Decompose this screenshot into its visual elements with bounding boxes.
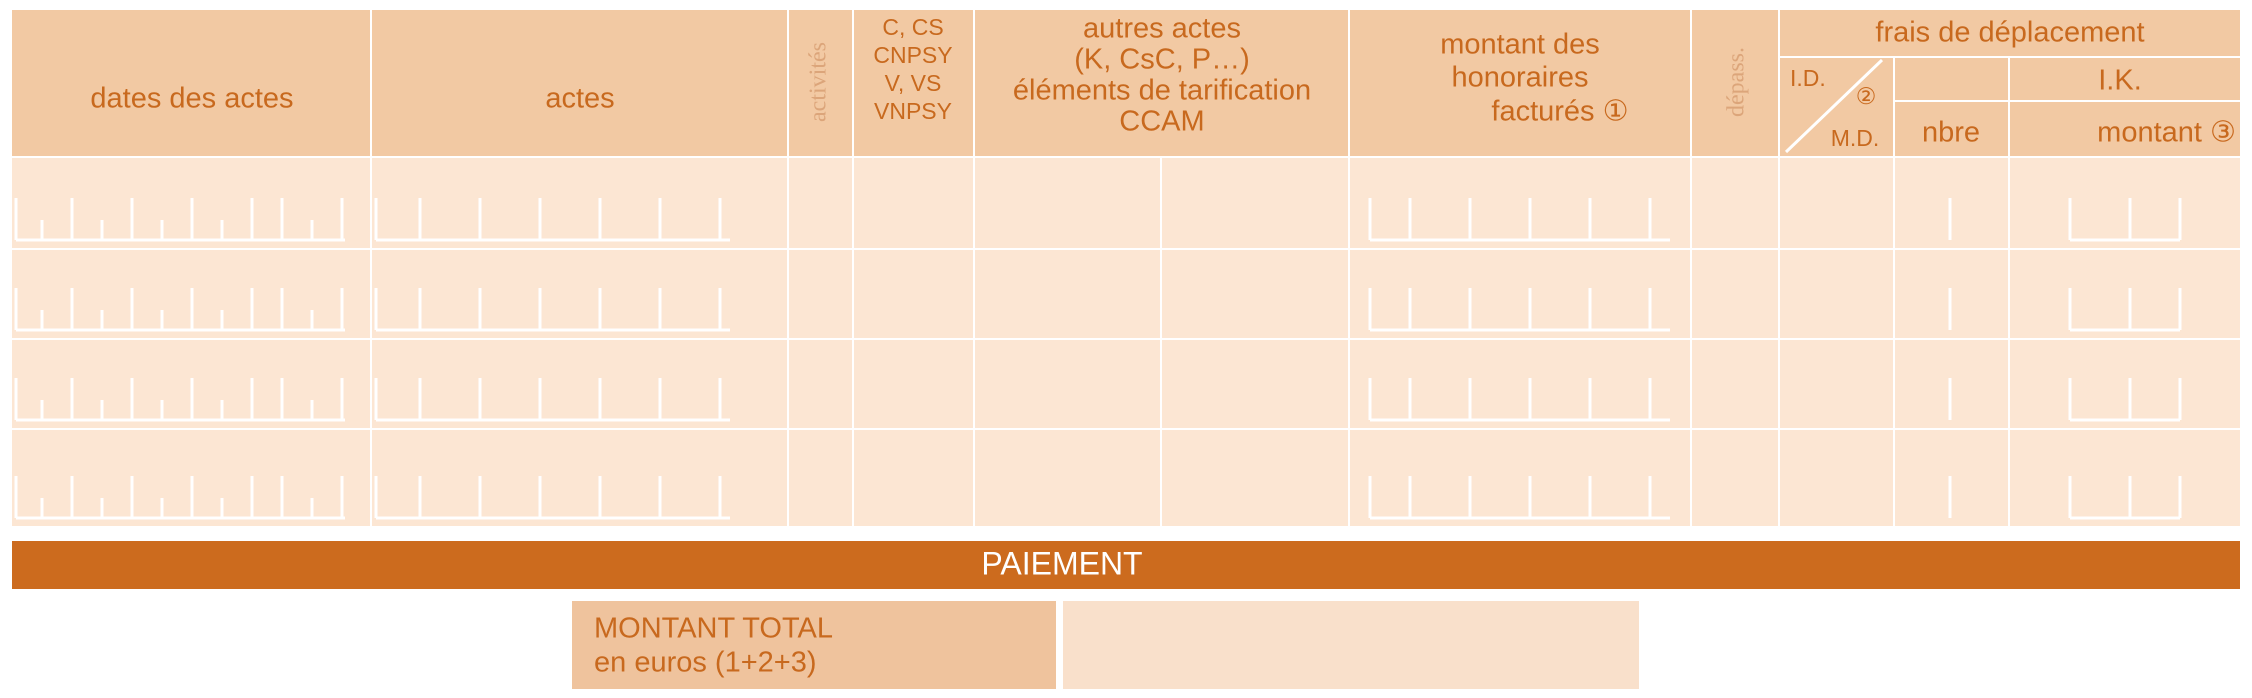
dates-header: dates des actes (90, 83, 293, 115)
entry-cell (854, 430, 973, 526)
header-cell (1350, 10, 1690, 156)
autres-header: (K, CsC, P…) (1074, 44, 1250, 76)
header-cell (1895, 102, 2008, 156)
entry-cell (2010, 158, 2240, 248)
entry-cell (1162, 158, 1348, 248)
header-cell (854, 10, 973, 156)
entry-cell (1350, 340, 1690, 428)
diagonal (1784, 58, 1884, 154)
entry-cell (372, 250, 787, 338)
header-cell (1780, 10, 2240, 56)
montant-header: honoraires (1451, 62, 1588, 94)
nbre-header: nbre (1922, 117, 1980, 149)
frais-header: frais de déplacement (1875, 17, 2144, 49)
id-header: I.D. (1790, 65, 1826, 91)
montant-header: facturés ① (1491, 96, 1628, 128)
entry-cell (854, 158, 973, 248)
entry-cell (2010, 250, 2240, 338)
ik-header: I.K. (2098, 65, 2142, 97)
entry-cell (975, 340, 1160, 428)
header-cell (2010, 58, 2240, 100)
entry-cell (1162, 250, 1348, 338)
total-label: en euros (1+2+3) (594, 647, 816, 679)
entry-cell (789, 430, 852, 526)
entry-cell (1692, 430, 1778, 526)
autres-header: CCAM (1119, 106, 1204, 138)
entry-cell (854, 250, 973, 338)
entry-cell (789, 340, 852, 428)
header-cell (1692, 10, 1778, 156)
ik-montant-header: montant ③ (2097, 117, 2236, 149)
autres-header: éléments de tarification (1013, 75, 1311, 107)
entry-cell (1162, 430, 1348, 526)
entry-cell (975, 250, 1160, 338)
total-amount-box (1063, 601, 1639, 689)
entry-cell (372, 430, 787, 526)
cells (12, 10, 2240, 526)
c-cs-header: CNPSY (873, 42, 952, 68)
entry-cell (2010, 340, 2240, 428)
entry-cell (1350, 430, 1690, 526)
entry-cell (1780, 340, 1893, 428)
header-cell (975, 10, 1348, 156)
entry-cell (372, 158, 787, 248)
entry-cell (975, 158, 1160, 248)
entry-cell (1780, 430, 1893, 526)
entry-cell (1350, 250, 1690, 338)
entry-cell (1350, 158, 1690, 248)
entry-cell (1692, 250, 1778, 338)
header-cell (372, 10, 787, 156)
c-cs-header: C, CS (882, 14, 943, 40)
entry-cell (1162, 340, 1348, 428)
entry-cell (854, 340, 973, 428)
autres-header: autres actes (1083, 13, 1241, 45)
header-cell (2010, 102, 2240, 156)
entry-cell (789, 158, 852, 248)
payment-bar (12, 541, 2240, 589)
entry-cell (1692, 158, 1778, 248)
entry-cell (372, 340, 787, 428)
header-cell (1895, 58, 2008, 100)
entry-cell (1780, 158, 1893, 248)
entry-cell (1780, 250, 1893, 338)
c-cs-header: V, VS (885, 70, 942, 96)
c-cs-header: VNPSY (874, 98, 952, 124)
header-cell (12, 10, 370, 156)
circle-note: ② (1856, 83, 1877, 109)
entry-cell (1692, 340, 1778, 428)
montant-header: montant des (1440, 29, 1600, 61)
total-label-box (572, 601, 1056, 689)
depass-header: dépass. (1724, 47, 1750, 117)
header-cell (789, 10, 852, 156)
md-header: M.D. (1831, 125, 1880, 151)
total-label: MONTANT TOTAL (594, 613, 833, 645)
entry-cell (975, 430, 1160, 526)
entry-cell (789, 250, 852, 338)
entry-cell (2010, 430, 2240, 526)
payment-title: PAIEMENT (981, 545, 1142, 581)
activites-header: activités (806, 42, 832, 122)
actes-header: actes (545, 83, 614, 115)
